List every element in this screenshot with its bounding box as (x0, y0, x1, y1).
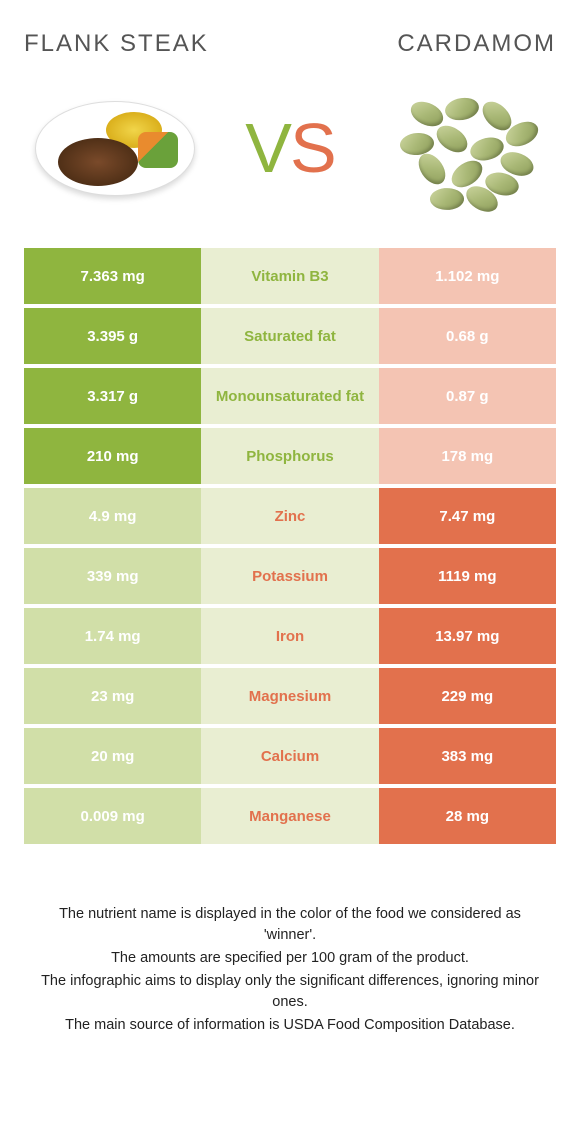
nutrient-label: Phosphorus (201, 428, 378, 484)
table-row: 4.9 mgZinc7.47 mg (24, 488, 556, 544)
nutrient-table: 7.363 mgVitamin B31.102 mg3.395 gSaturat… (24, 248, 556, 844)
footnote-line: The nutrient name is displayed in the co… (34, 904, 546, 946)
table-row: 0.009 mgManganese28 mg (24, 788, 556, 844)
right-value: 7.47 mg (379, 488, 556, 544)
right-value: 0.68 g (379, 308, 556, 364)
nutrient-label: Zinc (201, 488, 378, 544)
table-row: 23 mgMagnesium229 mg (24, 668, 556, 724)
left-value: 4.9 mg (24, 488, 201, 544)
infographic: FLANK STEAK CARDAMOM VS 7.363 mgVitamin … (0, 0, 580, 1036)
left-value: 210 mg (24, 428, 201, 484)
right-value: 229 mg (379, 668, 556, 724)
title-row: FLANK STEAK CARDAMOM (24, 30, 556, 58)
right-value: 1119 mg (379, 548, 556, 604)
vs-label: VS (245, 108, 334, 188)
nutrient-label: Potassium (201, 548, 378, 604)
left-value: 1.74 mg (24, 608, 201, 664)
right-value: 0.87 g (379, 368, 556, 424)
cardamom-image (380, 88, 550, 208)
table-row: 339 mgPotassium1119 mg (24, 548, 556, 604)
left-value: 0.009 mg (24, 788, 201, 844)
nutrient-label: Calcium (201, 728, 378, 784)
right-value: 178 mg (379, 428, 556, 484)
left-value: 3.395 g (24, 308, 201, 364)
table-row: 3.317 gMonounsaturated fat0.87 g (24, 368, 556, 424)
left-value: 7.363 mg (24, 248, 201, 304)
footnote-line: The amounts are specified per 100 gram o… (34, 948, 546, 969)
nutrient-label: Vitamin B3 (201, 248, 378, 304)
left-value: 20 mg (24, 728, 201, 784)
table-row: 1.74 mgIron13.97 mg (24, 608, 556, 664)
vs-s: S (290, 109, 335, 187)
footnote-line: The main source of information is USDA F… (34, 1015, 546, 1036)
right-value: 28 mg (379, 788, 556, 844)
footnote-line: The infographic aims to display only the… (34, 971, 546, 1013)
nutrient-label: Monounsaturated fat (201, 368, 378, 424)
nutrient-label: Saturated fat (201, 308, 378, 364)
nutrient-label: Iron (201, 608, 378, 664)
table-row: 3.395 gSaturated fat0.68 g (24, 308, 556, 364)
flank-steak-image (30, 88, 200, 208)
footnotes: The nutrient name is displayed in the co… (24, 904, 556, 1036)
right-value: 383 mg (379, 728, 556, 784)
left-value: 3.317 g (24, 368, 201, 424)
title-left: FLANK STEAK (24, 30, 209, 58)
nutrient-label: Manganese (201, 788, 378, 844)
right-value: 13.97 mg (379, 608, 556, 664)
title-right: CARDAMOM (397, 30, 556, 58)
right-value: 1.102 mg (379, 248, 556, 304)
table-row: 210 mgPhosphorus178 mg (24, 428, 556, 484)
table-row: 20 mgCalcium383 mg (24, 728, 556, 784)
table-row: 7.363 mgVitamin B31.102 mg (24, 248, 556, 304)
left-value: 23 mg (24, 668, 201, 724)
vs-row: VS (24, 88, 556, 208)
nutrient-label: Magnesium (201, 668, 378, 724)
left-value: 339 mg (24, 548, 201, 604)
vs-v: V (245, 109, 290, 187)
